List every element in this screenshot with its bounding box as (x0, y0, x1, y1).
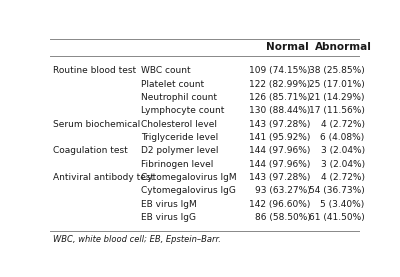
Text: 6 (4.08%): 6 (4.08%) (320, 133, 365, 142)
Text: Routine blood test: Routine blood test (53, 66, 136, 75)
Text: 142 (96.60%): 142 (96.60%) (249, 200, 310, 209)
Text: 143 (97.28%): 143 (97.28%) (249, 120, 310, 129)
Text: Abnormal: Abnormal (314, 42, 371, 52)
Text: 5 (3.40%): 5 (3.40%) (320, 200, 365, 209)
Text: Fibrinogen level: Fibrinogen level (142, 160, 214, 169)
Text: 86 (58.50%): 86 (58.50%) (254, 213, 310, 222)
Text: Platelet count: Platelet count (142, 80, 204, 89)
Text: 109 (74.15%): 109 (74.15%) (249, 66, 310, 75)
Text: 122 (82.99%): 122 (82.99%) (249, 80, 310, 89)
Text: 17 (11.56%): 17 (11.56%) (309, 106, 365, 115)
Text: 126 (85.71%): 126 (85.71%) (249, 93, 310, 102)
Text: 21 (14.29%): 21 (14.29%) (309, 93, 365, 102)
Text: Triglyceride level: Triglyceride level (142, 133, 219, 142)
Text: Normal: Normal (266, 42, 308, 52)
Text: D2 polymer level: D2 polymer level (142, 146, 219, 155)
Text: 25 (17.01%): 25 (17.01%) (309, 80, 365, 89)
Text: 141 (95.92%): 141 (95.92%) (249, 133, 310, 142)
Text: WBC, white blood cell; EB, Epstein–Barr.: WBC, white blood cell; EB, Epstein–Barr. (53, 235, 221, 244)
Text: EB virus IgG: EB virus IgG (142, 213, 196, 222)
Text: Antiviral antibody test: Antiviral antibody test (53, 173, 154, 182)
Text: WBC count: WBC count (142, 66, 191, 75)
Text: Cytomegalovirus IgM: Cytomegalovirus IgM (142, 173, 237, 182)
Text: 4 (2.72%): 4 (2.72%) (321, 173, 365, 182)
Text: Coagulation test: Coagulation test (53, 146, 128, 155)
Text: 144 (97.96%): 144 (97.96%) (249, 160, 310, 169)
Text: Lymphocyte count: Lymphocyte count (142, 106, 225, 115)
Text: Serum biochemical: Serum biochemical (53, 120, 140, 129)
Text: 130 (88.44%): 130 (88.44%) (249, 106, 310, 115)
Text: Cholesterol level: Cholesterol level (142, 120, 218, 129)
Text: EB virus IgM: EB virus IgM (142, 200, 197, 209)
Text: 93 (63.27%): 93 (63.27%) (255, 186, 310, 195)
Text: 4 (2.72%): 4 (2.72%) (321, 120, 365, 129)
Text: Neutrophil count: Neutrophil count (142, 93, 218, 102)
Text: Cytomegalovirus IgG: Cytomegalovirus IgG (142, 186, 236, 195)
Text: 3 (2.04%): 3 (2.04%) (320, 146, 365, 155)
Text: 38 (25.85%): 38 (25.85%) (309, 66, 365, 75)
Text: 143 (97.28%): 143 (97.28%) (249, 173, 310, 182)
Text: 54 (36.73%): 54 (36.73%) (309, 186, 365, 195)
Text: 144 (97.96%): 144 (97.96%) (249, 146, 310, 155)
Text: 3 (2.04%): 3 (2.04%) (320, 160, 365, 169)
Text: 61 (41.50%): 61 (41.50%) (309, 213, 365, 222)
